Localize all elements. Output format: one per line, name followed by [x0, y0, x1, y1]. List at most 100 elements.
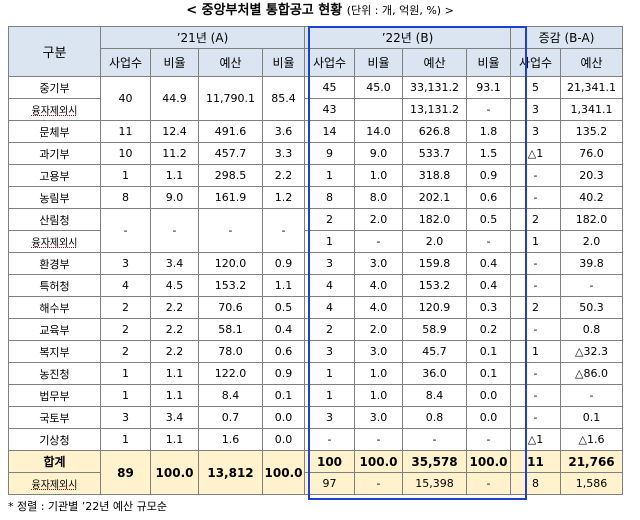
- cell-db: 40.2: [560, 186, 623, 209]
- cell-br21: 0.0: [262, 428, 305, 451]
- cell-c22: 43: [304, 98, 355, 121]
- cell-b22: 318.8: [402, 164, 467, 187]
- title-text: < 중앙부처별 통합공고 현황: [186, 3, 343, 18]
- cell-r21: 2.2: [150, 318, 199, 341]
- cell-b21: 457.7: [198, 142, 263, 165]
- cell-dc: -: [510, 274, 561, 297]
- cell-br22: 0.4: [466, 252, 511, 275]
- cell-r22: 3.0: [354, 340, 403, 363]
- cell-br22: 100.0: [466, 450, 511, 473]
- row-label: 기상청: [8, 428, 101, 451]
- cell-b22: 0.8: [402, 406, 467, 429]
- cell-br22: 0.4: [466, 274, 511, 297]
- header-ratio-22: 비율: [354, 48, 403, 77]
- cell-db: 21,341.1: [560, 76, 623, 99]
- cell-br22: 0.1: [466, 362, 511, 385]
- cell-br21: 100.0: [262, 450, 305, 495]
- cell-r21: 11.2: [150, 142, 199, 165]
- header-change: 증감 (B-A): [510, 26, 623, 49]
- cell-br21: 3.6: [262, 120, 305, 143]
- cell-r22: 3.0: [354, 252, 403, 275]
- cell-c22: 8: [304, 186, 355, 209]
- cell-c22: 1: [304, 362, 355, 385]
- cell-c22: 9: [304, 142, 355, 165]
- table-row: 중기부 40 44.9 11,790.1 85.4 45 45.0 33,131.2 93.1 5…: [8, 76, 623, 121]
- cell-b22: 8.4: [402, 384, 467, 407]
- cell-r22: -: [354, 428, 403, 451]
- cell-r21: 2.2: [150, 340, 199, 363]
- cell-b22: 35,578: [402, 450, 467, 473]
- cell-br22: 93.1: [466, 76, 511, 99]
- header-budget-ratio-22: 비율: [466, 48, 511, 77]
- cell-dc: -: [510, 406, 561, 429]
- header-count-22: 사업수: [304, 48, 355, 77]
- cell-br21: 85.4: [262, 76, 305, 121]
- header-budget-ratio-21: 비율: [262, 48, 305, 77]
- cell-br21: 0.9: [262, 252, 305, 275]
- table-row: 고용부 1 1.1 298.5 2.2 1 1.0 318.8 0.9-20.3: [8, 164, 623, 187]
- row-label: 농진청: [8, 362, 101, 385]
- cell-r22: 1.0: [354, 164, 403, 187]
- header-count-change: 사업수: [510, 48, 561, 77]
- cell-c21: 2: [100, 318, 151, 341]
- table-row: 문체부 11 12.4 491.6 3.6 14 14.0 626.8 1.8 3 135.2: [8, 120, 623, 143]
- cell-br22: 0.9: [466, 164, 511, 187]
- cell-b22: 159.8: [402, 252, 467, 275]
- cell-br22: 0.2: [466, 318, 511, 341]
- cell-db: -: [560, 384, 623, 407]
- total-row: 합계 89 100.0 13,812 100.0 100 100.0 35,578 100.0 1…: [8, 450, 623, 495]
- cell-db: 50.3: [560, 296, 623, 319]
- table-row: 농진청 1 1.1 122.0 0.9 1 1.0 36.0 0.1- △86.0: [8, 362, 623, 385]
- cell-c22: 4: [304, 296, 355, 319]
- cell-dc: △1: [510, 428, 561, 451]
- cell-r21: 3.4: [150, 406, 199, 429]
- sub-row: 융자제외시 97-15,398-8 1,586: [8, 472, 623, 495]
- cell-dc: 11: [510, 450, 561, 473]
- cell-dc: 8: [510, 472, 561, 495]
- row-label: 해수부: [8, 296, 101, 319]
- table-row: 과기부 10 11.2 457.7 3.3 9 9.0 533.7 1.5 △1 76.0: [8, 142, 623, 165]
- row-label: 특허청: [8, 274, 101, 297]
- cell-b22: 626.8: [402, 120, 467, 143]
- cell-b21: 1.6: [198, 428, 263, 451]
- row-label: 국토부: [8, 406, 101, 429]
- cell-r22: -: [354, 230, 403, 253]
- sub-row: 융자제외시 43 13,131.2-3 1,341.1: [8, 98, 623, 121]
- cell-c22: 1: [304, 384, 355, 407]
- cell-r21: 12.4: [150, 120, 199, 143]
- cell-br21: 0.4: [262, 318, 305, 341]
- cell-dc: -: [510, 186, 561, 209]
- unit-text: (단위 : 개, 억원, %) >: [346, 4, 454, 17]
- cell-r21: 1.1: [150, 164, 199, 187]
- table-row: 기상청 1 1.1 1.6 0.0- - - - △1 △1.6: [8, 428, 623, 451]
- cell-db: △1.6: [560, 428, 623, 451]
- cell-c22: 97: [304, 472, 355, 495]
- header-count-21: 사업수: [100, 48, 151, 77]
- cell-dc: -: [510, 318, 561, 341]
- cell-r22: -: [354, 472, 403, 495]
- header-budget-22: 예산: [402, 48, 467, 77]
- cell-r21: 9.0: [150, 186, 199, 209]
- footnote: * 정렬 : 기관별 ’22년 예산 규모순: [8, 500, 167, 513]
- cell-db: -: [560, 274, 623, 297]
- cell-dc: △1: [510, 142, 561, 165]
- header-ratio-21: 비율: [150, 48, 199, 77]
- table-row: 복지부 2 2.2 78.0 0.6 3 3.0 45.7 0.1 1 △32.3: [8, 340, 623, 363]
- cell-b22: 120.9: [402, 296, 467, 319]
- cell-r22: 14.0: [354, 120, 403, 143]
- cell-br21: 0.1: [262, 384, 305, 407]
- cell-br22: -: [466, 98, 511, 121]
- cell-b22: 36.0: [402, 362, 467, 385]
- cell-dc: 3: [510, 98, 561, 121]
- table-row: 농림부 8 9.0 161.9 1.2 8 8.0 202.1 0.6-40.2: [8, 186, 623, 209]
- cell-br21: 0.0: [262, 406, 305, 429]
- cell-r22: 4.0: [354, 296, 403, 319]
- table-row: 교육부 2 2.2 58.1 0.4 2 2.0 58.9 0.2-0.8: [8, 318, 623, 341]
- cell-b22: 182.0: [402, 208, 467, 231]
- header-category: 구분: [8, 26, 101, 77]
- cell-b21: 11,790.1: [198, 76, 263, 121]
- cell-c22: 2: [304, 208, 355, 231]
- cell-br21: 1.2: [262, 186, 305, 209]
- table-row: 국토부 3 3.4 0.7 0.0 3 3.0 0.8 0.0-0.1: [8, 406, 623, 429]
- cell-r22: [354, 98, 403, 121]
